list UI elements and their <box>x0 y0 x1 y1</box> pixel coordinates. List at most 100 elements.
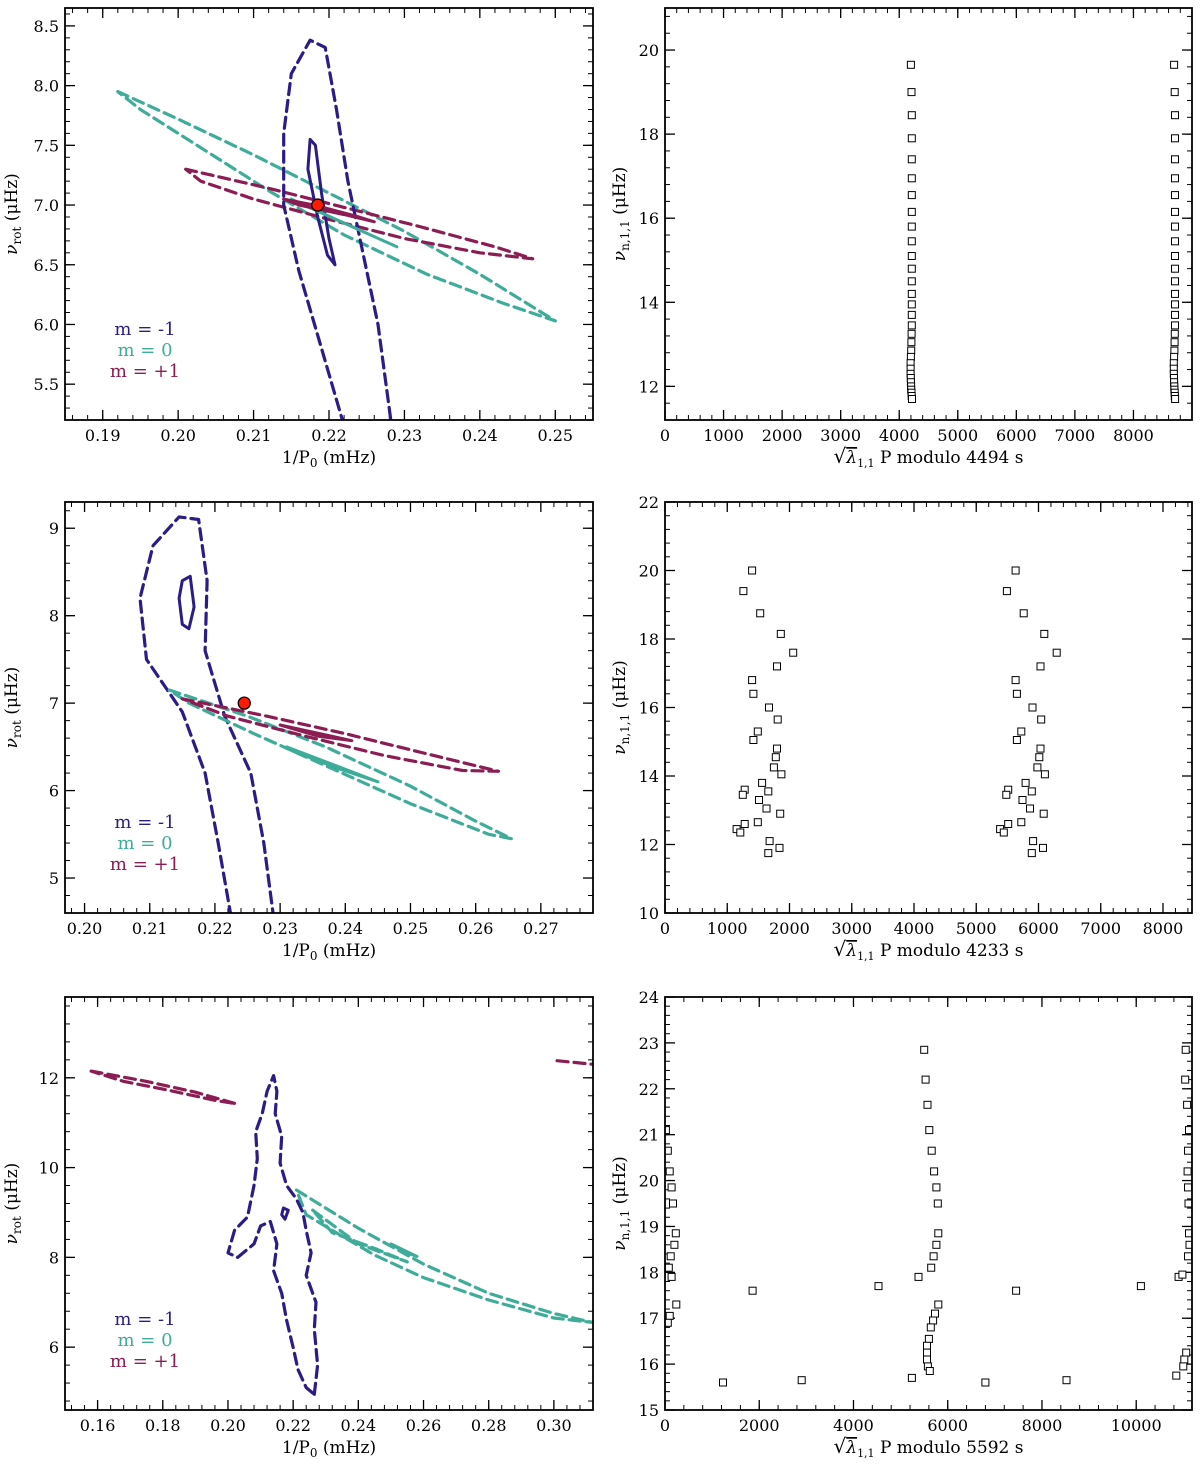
x-tick-label: 0 <box>660 1416 670 1435</box>
y-tick-label: 18 <box>639 630 659 649</box>
data-point <box>1018 796 1027 804</box>
legend-entry-m1: m = +1 <box>110 1351 180 1372</box>
x-axis-label: √λ1,1 P modulo 4233 s <box>834 937 1024 963</box>
legend: m = -1m = 0m = +1 <box>110 319 180 382</box>
data-point <box>670 1240 679 1249</box>
data-point <box>762 804 771 813</box>
y-tick-label: 8.5 <box>34 17 59 36</box>
data-point <box>1027 787 1036 796</box>
x-tick-label: 10000 <box>1111 1416 1162 1435</box>
data-point <box>907 277 916 286</box>
contour-m-1-dashed-2 <box>282 38 393 420</box>
data-point <box>934 1229 943 1238</box>
x-tick-label: 0.16 <box>80 1416 116 1435</box>
data-point <box>1171 321 1179 330</box>
data-point <box>907 191 916 200</box>
y-axis-label: νrot (μHz) <box>2 173 24 255</box>
x-tick-label: 0.22 <box>311 426 347 445</box>
data-point <box>1028 703 1037 712</box>
data-point <box>999 828 1008 837</box>
data-point <box>907 338 916 347</box>
data-point <box>925 1126 934 1135</box>
data-point <box>797 1376 806 1385</box>
data-point <box>933 1199 942 1208</box>
data-point <box>907 289 916 298</box>
x-tick-label: 5000 <box>956 919 997 938</box>
y-tick-label: 8 <box>49 607 59 626</box>
data-point <box>907 111 916 120</box>
data-point <box>920 1045 929 1054</box>
x-axis-label: √λ1,1 P modulo 4494 s <box>834 444 1024 470</box>
x-tick-label: 6000 <box>1018 919 1059 938</box>
x-axis-label: √λ1,1 P modulo 5592 s <box>834 1434 1024 1460</box>
data-point <box>927 1263 936 1272</box>
panel-middle-right: 0 1000 2000 3000 4000 5000 6000 7000 8000 10 12 14 1… <box>610 493 1193 963</box>
x-tick-label: 0.26 <box>458 919 494 938</box>
y-tick-label: 10 <box>639 904 659 923</box>
x-tick-label: 0.21 <box>236 426 272 445</box>
data-point <box>907 207 916 216</box>
panel-middle-left: 0.20 0.21 0.22 0.23 0.24 0.25 0.26 0.27 5 6 7 8 9 m =… <box>2 501 594 963</box>
data-point <box>1027 849 1036 858</box>
axes-frame <box>64 7 594 421</box>
y-tick-label: 16 <box>639 1355 659 1374</box>
data-point <box>736 828 745 837</box>
data-point <box>1184 1252 1192 1261</box>
data-point <box>758 778 767 787</box>
data-point <box>1185 1126 1192 1135</box>
data-point <box>907 264 916 273</box>
y-tick-label: 9 <box>49 519 59 538</box>
contour-m1-dashed-1 <box>184 167 535 261</box>
data-point <box>1036 662 1045 671</box>
x-tick-label: 2000 <box>739 1416 780 1435</box>
x-tick-label: 0.27 <box>523 919 559 938</box>
legend-entry-m0: m = 0 <box>117 1330 172 1351</box>
legend: m = -1m = 0m = +1 <box>110 1309 180 1372</box>
x-tick-label: 7000 <box>1080 919 1121 938</box>
contour-m0-solid-4 <box>285 745 380 784</box>
contour-m-1-solid-6 <box>280 1206 290 1221</box>
data-point <box>1185 1240 1192 1249</box>
x-tick-label: 2000 <box>762 426 803 445</box>
data-point <box>921 1075 930 1084</box>
x-tick-label: 0.19 <box>85 426 121 445</box>
data-point <box>764 787 773 796</box>
data-point <box>667 1183 676 1192</box>
data-point <box>1012 1286 1021 1295</box>
best-fit-marker <box>311 198 325 212</box>
x-tick-label: 0 <box>660 426 670 445</box>
x-tick-label: 7000 <box>1055 426 1096 445</box>
data-point <box>1171 191 1179 200</box>
x-tick-label: 4000 <box>879 426 920 445</box>
x-tick-label: 0.22 <box>275 1416 311 1435</box>
data-point <box>1181 1045 1190 1054</box>
x-tick-label: 1000 <box>707 919 748 938</box>
ticks: 0.16 0.18 0.20 0.22 0.24 0.26 0.28 0.30 6 8 10 12 <box>39 997 594 1435</box>
data-point <box>748 1286 757 1295</box>
axes-frame <box>664 501 1193 914</box>
x-tick-label: 0.23 <box>262 919 298 938</box>
x-tick-label: 8000 <box>1022 1416 1063 1435</box>
data-point <box>753 727 762 736</box>
data-point <box>1171 310 1179 319</box>
y-tick-label: 17 <box>639 1309 659 1328</box>
data-point <box>906 60 915 69</box>
contour-m0-dashed-0 <box>116 90 557 323</box>
data-point <box>981 1378 990 1387</box>
contour-m1-dashed-3 <box>180 697 501 773</box>
data-point <box>665 1311 674 1320</box>
data-point <box>1184 1146 1192 1155</box>
data-point <box>1171 222 1179 231</box>
data-point <box>1184 1183 1192 1192</box>
y-tick-label: 23 <box>639 1034 659 1053</box>
y-tick-label: 22 <box>639 1080 659 1099</box>
data-point <box>931 1309 939 1318</box>
panel-top-left: 0.19 0.20 0.21 0.22 0.23 0.24 0.25 5.5 6.0 6.5 7.0… <box>2 7 594 470</box>
data-point <box>932 1183 941 1192</box>
panel-top-right: 0 1000 2000 3000 4000 5000 6000 7000 8000 12 14 16 1… <box>610 7 1193 470</box>
data-point <box>1171 277 1179 286</box>
y-tick-label: 6 <box>49 1338 59 1357</box>
data-point <box>740 820 749 828</box>
data-point <box>908 395 916 403</box>
x-tick-label: 5000 <box>937 426 978 445</box>
